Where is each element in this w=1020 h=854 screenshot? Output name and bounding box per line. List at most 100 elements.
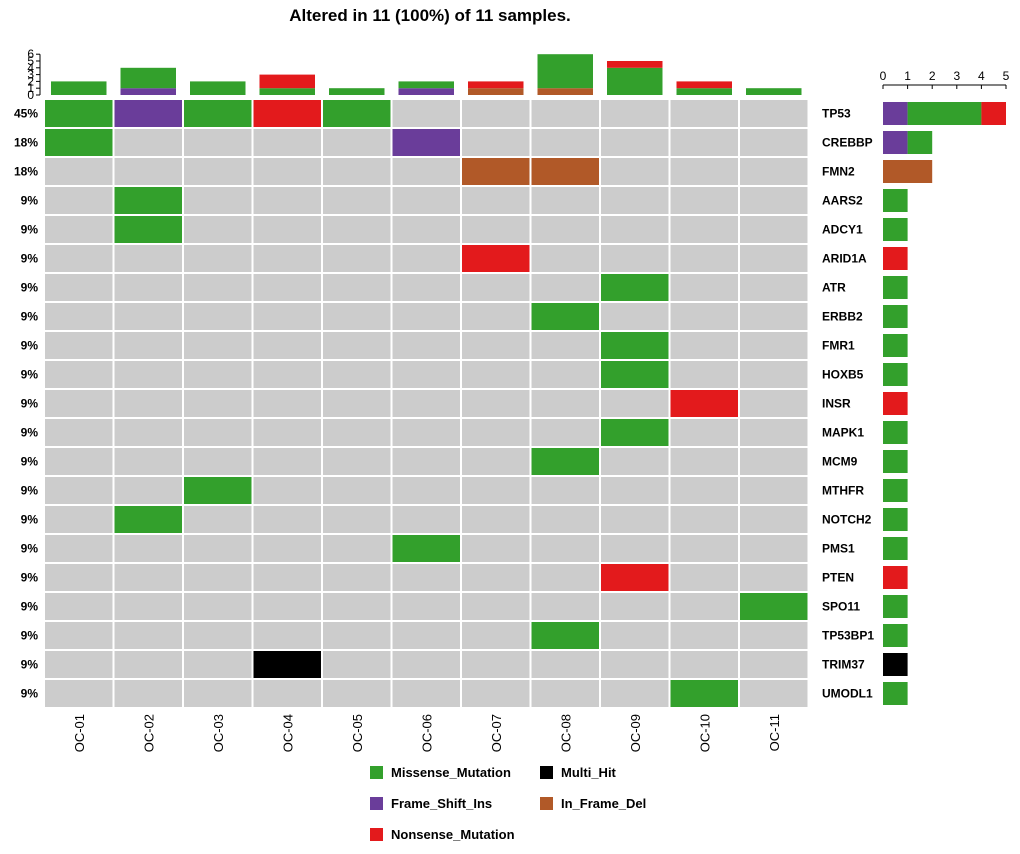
side-bar-crebbp-missense-mutation [907, 131, 933, 154]
cell-mthfr-oc-05 [323, 477, 391, 504]
cell-hoxb5-oc-07 [462, 361, 530, 388]
legend-swatch-frame-shift-ins [370, 797, 383, 810]
cell-trim37-oc-09 [601, 651, 669, 678]
cell-pten-oc-07 [462, 564, 530, 591]
cell-umodl1-oc-09 [601, 680, 669, 707]
cell-tp53bp1-oc-11 [740, 622, 808, 649]
cell-fmn2-oc-04 [253, 158, 321, 185]
cell-tp53-oc-01-missense-mutation [45, 100, 113, 127]
legend-label-nonsense-mutation: Nonsense_Mutation [391, 827, 515, 842]
cell-pms1-oc-07 [462, 535, 530, 562]
cell-notch2-oc-06 [392, 506, 460, 533]
side-bar-tp53-frame-shift-ins [883, 102, 908, 125]
cell-umodl1-oc-01 [45, 680, 113, 707]
cell-mapk1-oc-06 [392, 419, 460, 446]
cell-fmn2-oc-03 [184, 158, 252, 185]
percent-label-notch2: 9% [21, 513, 39, 527]
cell-erbb2-oc-08-missense-mutation [531, 303, 599, 330]
side-axis-tick-label-5: 5 [1003, 69, 1010, 83]
gene-label-atr: ATR [822, 281, 846, 295]
cell-pms1-oc-06-missense-mutation [392, 535, 460, 562]
top-bar-oc-08-missense-mutation [537, 54, 593, 89]
cell-tp53-oc-03-missense-mutation [184, 100, 252, 127]
percent-label-fmr1: 9% [21, 339, 39, 353]
cell-notch2-oc-01 [45, 506, 113, 533]
top-bar-oc-06-missense-mutation [398, 81, 454, 89]
cell-erbb2-oc-10 [670, 303, 738, 330]
top-bar-oc-09-missense-mutation [607, 67, 663, 95]
cell-insr-oc-06 [392, 390, 460, 417]
top-axis-tick-label-5: 5 [27, 54, 34, 68]
cell-hoxb5-oc-08 [531, 361, 599, 388]
cell-crebbp-oc-09 [601, 129, 669, 156]
cell-tp53-oc-11 [740, 100, 808, 127]
cell-mapk1-oc-09-missense-mutation [601, 419, 669, 446]
sample-label-oc-07: OC-07 [489, 714, 504, 752]
cell-mcm9-oc-06 [392, 448, 460, 475]
cell-umodl1-oc-03 [184, 680, 252, 707]
cell-arid1a-oc-08 [531, 245, 599, 272]
cell-aars2-oc-07 [462, 187, 530, 214]
gene-label-tp53bp1: TP53BP1 [822, 629, 874, 643]
cell-fmn2-oc-07-in-frame-del [462, 158, 530, 185]
cell-mthfr-oc-08 [531, 477, 599, 504]
cell-mcm9-oc-10 [670, 448, 738, 475]
cell-mcm9-oc-03 [184, 448, 252, 475]
cell-crebbp-oc-11 [740, 129, 808, 156]
cell-hoxb5-oc-11 [740, 361, 808, 388]
cell-spo11-oc-03 [184, 593, 252, 620]
cell-atr-oc-02 [114, 274, 182, 301]
cell-crebbp-oc-02 [114, 129, 182, 156]
gene-label-umodl1: UMODL1 [822, 687, 873, 701]
cell-tp53-oc-02-frame-shift-ins [114, 100, 182, 127]
sample-label-oc-01: OC-01 [72, 714, 87, 752]
percent-labels: 45% 18% 18% 9% 9% 9% 9% 9% 9% 9% 9% 9% 9% 9% 9% 9% 9% 9% 9… [14, 107, 38, 701]
cell-fmn2-oc-05 [323, 158, 391, 185]
percent-label-umodl1: 9% [21, 687, 39, 701]
top-axis-tick-label-3: 3 [27, 68, 34, 82]
cell-erbb2-oc-02 [114, 303, 182, 330]
gene-label-aars2: AARS2 [822, 194, 863, 208]
legend-label-missense-mutation: Missense_Mutation [391, 765, 511, 780]
cell-pms1-oc-09 [601, 535, 669, 562]
cell-notch2-oc-10 [670, 506, 738, 533]
top-bar-oc-09-nonsense-mutation [607, 61, 663, 68]
cell-tp53bp1-oc-03 [184, 622, 252, 649]
cell-arid1a-oc-07-nonsense-mutation [462, 245, 530, 272]
cell-trim37-oc-03 [184, 651, 252, 678]
sample-label-oc-09: OC-09 [628, 714, 643, 752]
side-bar-crebbp-frame-shift-ins [883, 131, 908, 154]
cell-umodl1-oc-07 [462, 680, 530, 707]
cell-mapk1-oc-11 [740, 419, 808, 446]
cell-spo11-oc-10 [670, 593, 738, 620]
sample-label-oc-04: OC-04 [280, 714, 295, 752]
cell-crebbp-oc-03 [184, 129, 252, 156]
cell-insr-oc-09 [601, 390, 669, 417]
cell-trim37-oc-07 [462, 651, 530, 678]
percent-label-erbb2: 9% [21, 310, 39, 324]
cell-tp53bp1-oc-01 [45, 622, 113, 649]
cell-fmr1-oc-05 [323, 332, 391, 359]
cell-aars2-oc-05 [323, 187, 391, 214]
top-bar-oc-07-nonsense-mutation [468, 81, 524, 89]
cell-notch2-oc-07 [462, 506, 530, 533]
cell-fmr1-oc-03 [184, 332, 252, 359]
gene-label-adcy1: ADCY1 [822, 223, 863, 237]
side-bar-trim37-multi-hit [883, 653, 908, 676]
cell-pms1-oc-01 [45, 535, 113, 562]
cell-umodl1-oc-10-missense-mutation [670, 680, 738, 707]
top-bar-oc-04-missense-mutation [259, 88, 315, 95]
cell-pten-oc-01 [45, 564, 113, 591]
cell-arid1a-oc-10 [670, 245, 738, 272]
top-bar-oc-04-nonsense-mutation [259, 74, 315, 89]
cell-aars2-oc-02-missense-mutation [114, 187, 182, 214]
cell-pms1-oc-04 [253, 535, 321, 562]
cell-fmr1-oc-08 [531, 332, 599, 359]
gene-label-erbb2: ERBB2 [822, 310, 863, 324]
cell-erbb2-oc-04 [253, 303, 321, 330]
chart-title: Altered in 11 (100%) of 11 samples. [289, 6, 571, 25]
percent-label-atr: 9% [21, 281, 39, 295]
cell-fmn2-oc-10 [670, 158, 738, 185]
side-bar-aars2-missense-mutation [883, 189, 908, 212]
cell-mcm9-oc-01 [45, 448, 113, 475]
